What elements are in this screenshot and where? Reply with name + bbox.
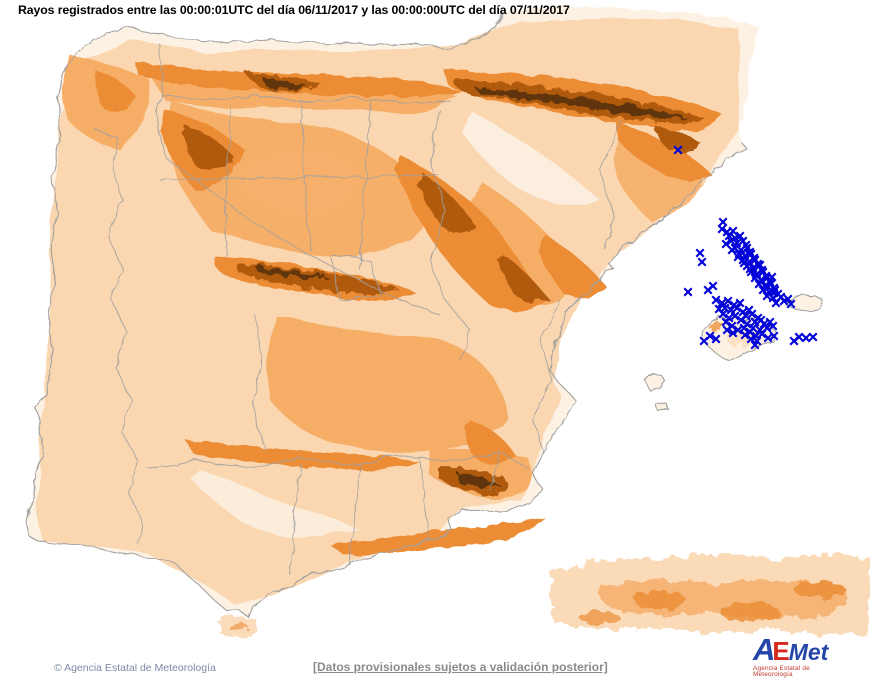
lightning-strike-marker xyxy=(708,281,718,291)
lightning-strike-marker xyxy=(735,231,745,241)
lightning-strike-marker xyxy=(736,245,746,255)
lightning-strike-marker xyxy=(728,328,738,338)
lightning-strike-marker xyxy=(751,270,761,280)
lightning-strike-marker xyxy=(673,145,683,155)
lightning-strike-marker xyxy=(750,317,760,327)
lightning-strike-marker xyxy=(768,321,778,331)
lightning-strike-marker xyxy=(718,217,728,227)
lightning-strike-marker xyxy=(808,332,818,342)
lightning-strike-marker xyxy=(727,245,737,255)
lightning-strike-marker xyxy=(739,258,749,268)
lightning-strike-marker xyxy=(740,330,750,340)
africa-landmass xyxy=(218,554,870,638)
lightning-strike-marker xyxy=(786,299,796,309)
lightning-strike-marker xyxy=(722,325,732,335)
lightning-strike-marker xyxy=(743,248,753,258)
coastline xyxy=(25,13,747,618)
lightning-strike-marker xyxy=(779,296,789,306)
lightning-strike-marker xyxy=(733,325,743,335)
lightning-strike-marker xyxy=(732,303,742,313)
terrain-layer xyxy=(26,7,758,617)
logo-letters-met: Met xyxy=(788,639,829,665)
lightning-strike-marker xyxy=(750,340,760,350)
lightning-strike-marker xyxy=(721,239,731,249)
provisional-data-link[interactable]: [Datos provisionales sujetos a validació… xyxy=(313,660,608,674)
lightning-strike-marker xyxy=(721,317,731,327)
lightning-strike-marker xyxy=(735,298,745,308)
lightning-strike-marker xyxy=(714,304,724,314)
lightning-strike-marker xyxy=(762,291,772,301)
lightning-strike-marker xyxy=(769,288,779,298)
lightning-strike-marker xyxy=(745,264,755,274)
lightning-strike-marker xyxy=(783,294,793,304)
lightning-strike-marker xyxy=(758,285,768,295)
lightning-strike-marker xyxy=(723,296,733,306)
lightning-strike-marker xyxy=(730,311,740,321)
lightning-strike-marker xyxy=(757,276,767,286)
lightning-strike-marker xyxy=(695,248,705,258)
lightning-strike-marker xyxy=(717,298,727,308)
lightning-strike-marker xyxy=(699,336,709,346)
lightning-strike-marker xyxy=(697,257,707,267)
lightning-strike-marker xyxy=(767,272,777,282)
lightning-strike-marker xyxy=(733,252,743,262)
lightning-strike-marker xyxy=(747,309,757,319)
lightning-strike-marker xyxy=(726,305,736,315)
logo-tagline: Agencia Estatal de Meteorología xyxy=(753,665,810,679)
lightning-strike-marker xyxy=(726,236,736,246)
lightning-strikes-layer xyxy=(673,145,818,350)
lightning-strike-marker xyxy=(711,295,721,305)
lightning-strike-marker xyxy=(711,334,721,344)
lightning-strike-marker xyxy=(717,224,727,234)
lightning-strike-marker xyxy=(769,331,779,341)
lightning-strike-marker xyxy=(757,329,767,339)
borders-layer xyxy=(94,41,621,576)
lightning-strike-marker xyxy=(763,282,773,292)
lightning-strike-marker xyxy=(789,336,799,346)
lightning-strike-marker xyxy=(746,334,756,344)
lightning-strike-marker xyxy=(752,336,762,346)
lightning-strike-marker xyxy=(745,327,755,337)
lightning-strike-marker xyxy=(739,323,749,333)
lightning-strike-marker xyxy=(771,298,781,308)
lightning-strike-marker xyxy=(763,333,773,343)
lightning-strike-marker xyxy=(736,315,746,325)
map-title: Rayos registrados entre las 00:00:01UTC … xyxy=(18,3,570,17)
aemet-logo: AEMet Agencia Estatal de Meteorología xyxy=(753,634,849,679)
copyright-text: © Agencia Estatal de Meteorología xyxy=(54,662,216,674)
lightning-strike-marker xyxy=(755,325,765,335)
lightning-strike-marker xyxy=(683,287,693,297)
logo-letter-e: E xyxy=(772,636,790,666)
lightning-strike-marker xyxy=(755,260,765,270)
lightning-strike-marker xyxy=(801,333,811,343)
logo-letter-a: A xyxy=(753,632,776,667)
